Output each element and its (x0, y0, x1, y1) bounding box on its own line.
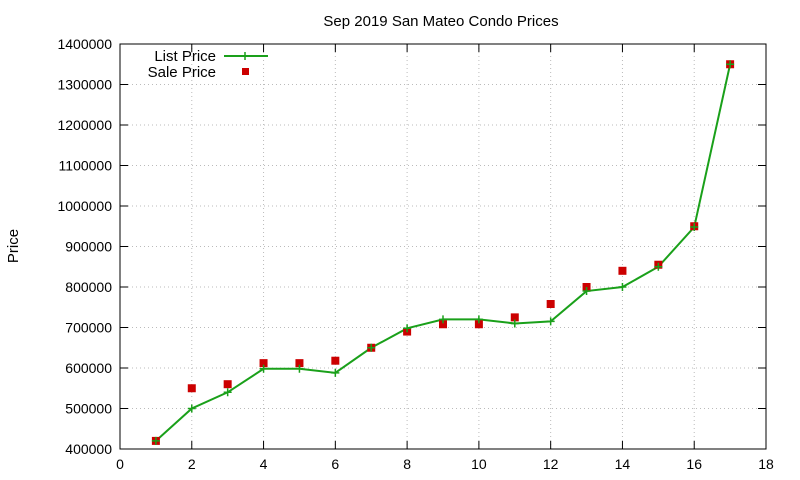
x-tick-label: 2 (188, 456, 196, 472)
sale-price-point (618, 266, 627, 275)
list-price-point (223, 388, 232, 397)
sale-price-point (474, 320, 483, 329)
list-price-point (474, 315, 483, 324)
list-price-point (295, 364, 304, 373)
sale-price-point (331, 356, 340, 365)
list-price-point (439, 315, 447, 324)
y-tick-label: 600000 (65, 360, 112, 376)
x-tick-label: 0 (116, 456, 124, 472)
sale-price-point (295, 359, 304, 368)
list-price-point (618, 283, 627, 291)
list-price-point (151, 436, 160, 445)
list-price-point (510, 319, 519, 328)
legend-label-sale-price: Sale Price (148, 64, 216, 81)
list-price-point (546, 317, 555, 326)
grid (120, 44, 766, 449)
y-tick-label: 500000 (65, 401, 112, 417)
series (151, 60, 735, 445)
legend: List Price Sale Price (148, 48, 268, 81)
sale-price-point (223, 380, 232, 389)
x-tick-label: 10 (471, 456, 487, 472)
chart-title: Sep 2019 San Mateo Condo Prices (323, 13, 558, 30)
legend-label-list-price: List Price (154, 48, 216, 65)
y-tick-label: 1100000 (59, 158, 113, 174)
legend-marker-list-price (241, 52, 249, 60)
x-tick-label: 4 (260, 456, 268, 472)
legend-marker-sale-price (242, 68, 249, 75)
sale-price-point (259, 359, 268, 368)
y-axis-label: Price (5, 229, 22, 263)
list-price-point (331, 368, 340, 377)
list-price-point (726, 60, 735, 69)
y-tick-label: 1200000 (57, 117, 112, 133)
list-price-point (187, 404, 196, 413)
y-tick-label: 1000000 (57, 198, 112, 214)
x-tick-label: 12 (543, 456, 559, 472)
series-line-list-price (155, 64, 732, 442)
x-tick-label: 14 (615, 456, 631, 472)
list-price-point (582, 287, 591, 296)
y-tick-label: 900000 (65, 239, 112, 255)
list-price-point (690, 223, 699, 232)
sale-price-point (582, 283, 591, 291)
list-price-point (259, 364, 268, 373)
sale-price-point (439, 320, 447, 329)
x-tick-label: 18 (758, 456, 774, 472)
sale-price-point (187, 384, 196, 393)
list-price-point (654, 262, 663, 271)
list-price-point (367, 343, 376, 352)
y-tick-label: 1300000 (57, 77, 112, 93)
axis-ticks: 400000 500000 600000 700000 800000 900000 1000… (57, 36, 774, 472)
y-tick-label: 700000 (65, 320, 112, 336)
sale-price-point (510, 313, 519, 322)
sale-price-point (546, 300, 555, 309)
list-price-point (403, 324, 412, 333)
x-tick-label: 16 (686, 456, 702, 472)
x-tick-label: 8 (403, 456, 411, 472)
x-tick-label: 6 (331, 456, 339, 472)
y-tick-label: 400000 (65, 441, 112, 457)
y-tick-label: 800000 (65, 279, 112, 295)
y-tick-label: 1400000 (57, 36, 112, 52)
